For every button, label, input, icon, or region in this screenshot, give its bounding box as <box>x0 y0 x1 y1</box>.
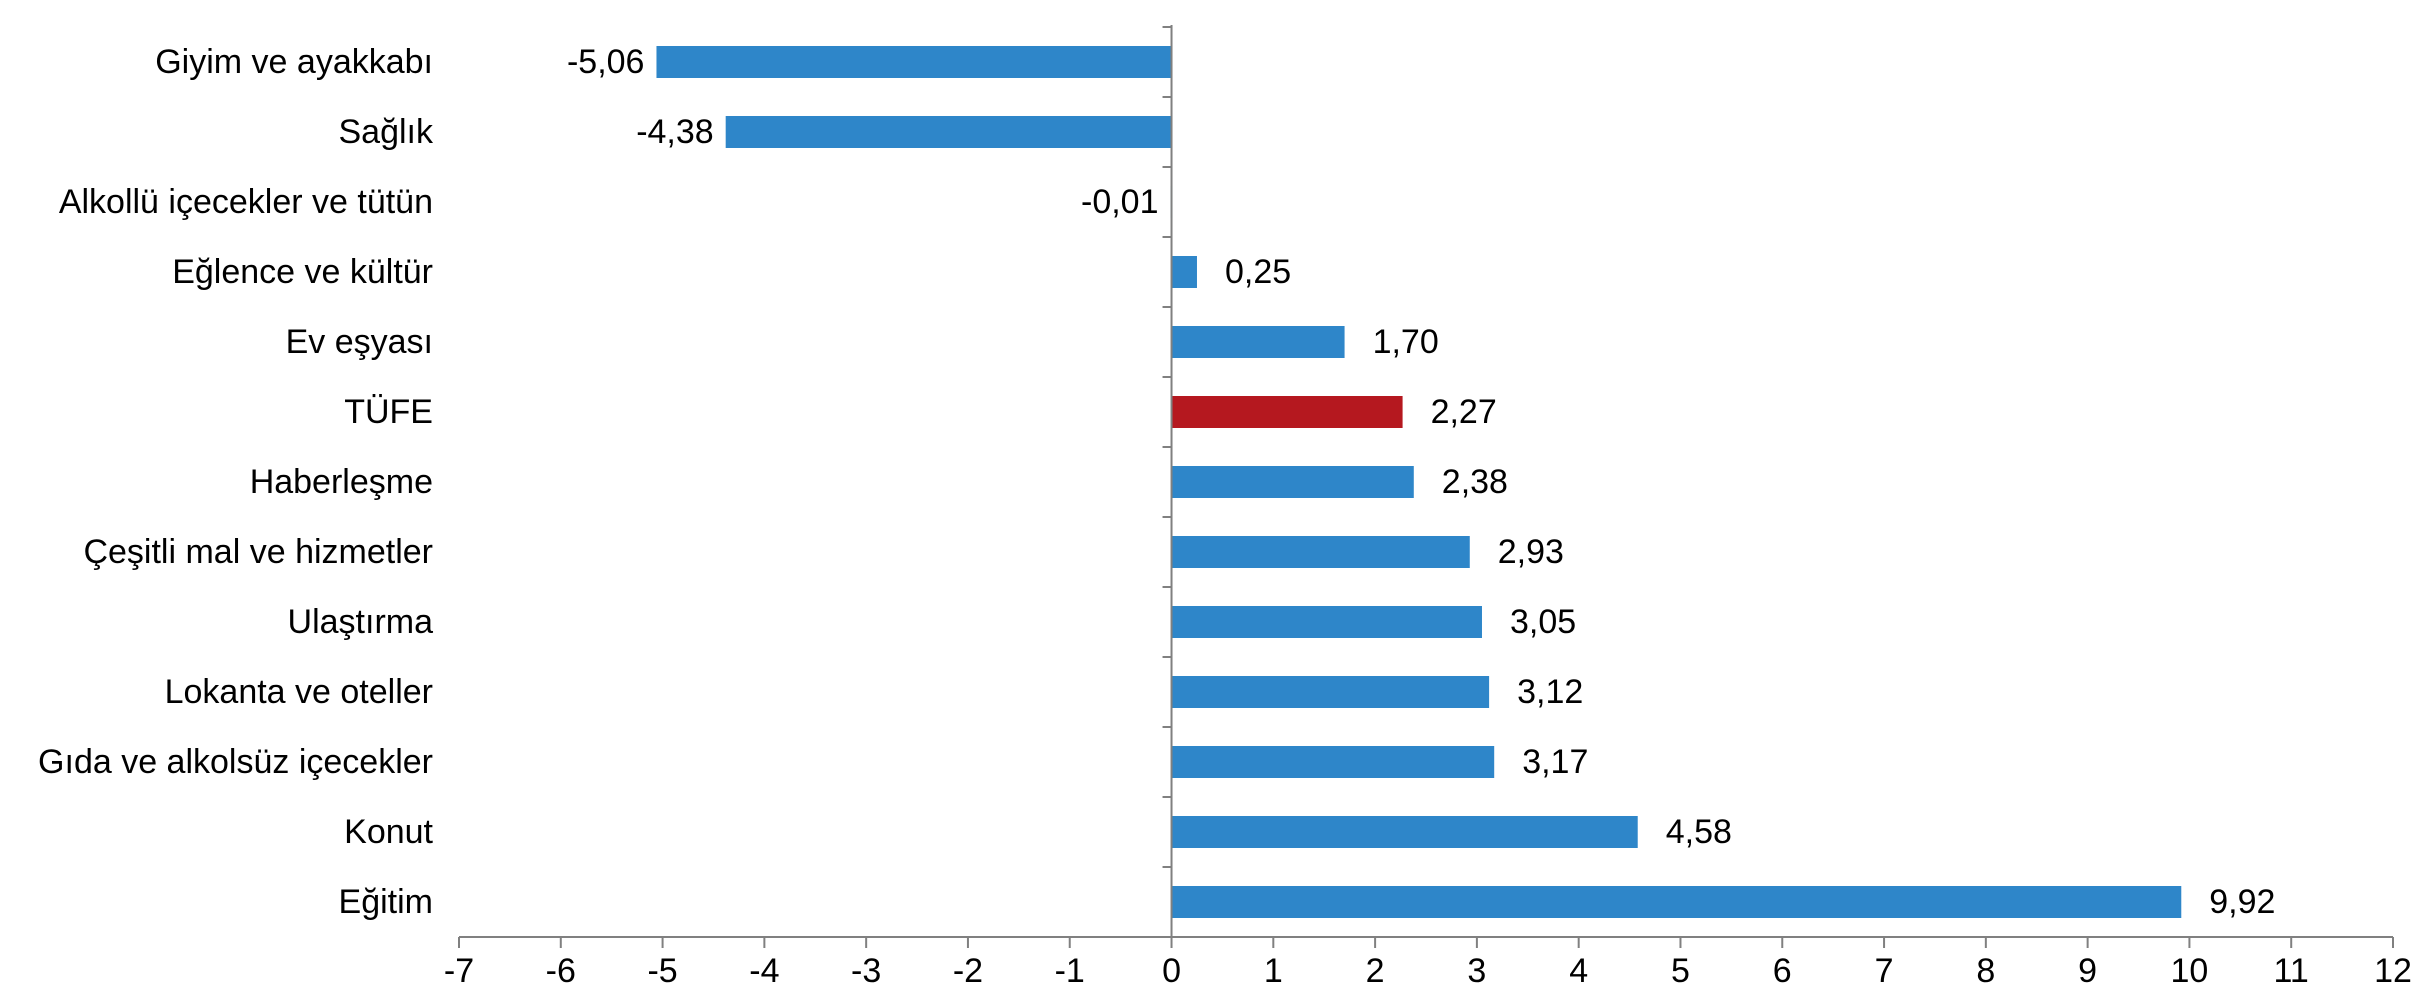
x-tick-label: 8 <box>1976 952 1995 990</box>
bars-layer <box>656 46 2182 918</box>
axis-layer <box>458 25 2394 948</box>
x-tick-label: -7 <box>444 952 474 990</box>
category-label: Gıda ve alkolsüz içecekler <box>38 743 433 781</box>
value-label: 3,12 <box>1517 673 1583 711</box>
category-label: Ev eşyası <box>286 323 433 361</box>
bar <box>725 116 1172 148</box>
x-tick-label: -6 <box>546 952 576 990</box>
labels-layer: Giyim ve ayakkabı -5,06 Sağlık -4,38 Alkollü… <box>38 43 2412 990</box>
bar <box>1171 676 1490 708</box>
bar <box>1171 606 1482 638</box>
x-tick-label: 2 <box>1366 952 1385 990</box>
category-label: Alkollü içecekler ve tütün <box>59 183 433 221</box>
category-label: Konut <box>344 813 433 851</box>
value-label: -5,06 <box>567 43 645 81</box>
x-tick-label: -3 <box>851 952 881 990</box>
x-tick-label: -5 <box>647 952 677 990</box>
x-tick-label: 10 <box>2171 952 2209 990</box>
x-tick-label: 1 <box>1264 952 1283 990</box>
bar <box>1171 746 1495 778</box>
bar <box>1171 256 1197 288</box>
x-tick-label: -4 <box>749 952 779 990</box>
x-tick-label: 7 <box>1875 952 1894 990</box>
x-tick-label: 9 <box>2078 952 2097 990</box>
value-label: 1,70 <box>1373 323 1439 361</box>
value-label: 9,92 <box>2209 883 2275 921</box>
x-tick-label: 0 <box>1162 952 1181 990</box>
category-label: Eğlence ve kültür <box>172 253 433 291</box>
bar <box>1171 816 1638 848</box>
bar <box>1171 536 1470 568</box>
x-tick-label: -2 <box>953 952 983 990</box>
bar <box>656 46 1172 78</box>
category-label: Lokanta ve oteller <box>165 673 433 711</box>
value-label: 3,17 <box>1522 743 1588 781</box>
x-tick-label: 12 <box>2374 952 2412 990</box>
category-label: Haberleşme <box>250 463 433 501</box>
category-label: Sağlık <box>339 113 434 151</box>
value-label: -4,38 <box>636 113 714 151</box>
x-tick-label: 11 <box>2274 952 2309 990</box>
value-label: 3,05 <box>1510 603 1576 641</box>
x-tick-label: 4 <box>1569 952 1588 990</box>
value-label: 0,25 <box>1225 253 1291 291</box>
category-label: Çeşitli mal ve hizmetler <box>83 533 433 571</box>
bar-highlight <box>1171 396 1403 428</box>
bar <box>1171 466 1414 498</box>
bar <box>1171 326 1345 358</box>
category-label: Giyim ve ayakkabı <box>155 43 433 81</box>
category-label: TÜFE <box>344 393 433 431</box>
value-label: 2,38 <box>1442 463 1508 501</box>
x-tick-label: 3 <box>1467 952 1486 990</box>
category-label: Ulaştırma <box>288 603 434 641</box>
value-label: -0,01 <box>1081 183 1159 221</box>
x-tick-label: 5 <box>1671 952 1690 990</box>
bar <box>1171 886 2182 918</box>
value-label: 2,27 <box>1431 393 1497 431</box>
category-label: Eğitim <box>339 883 433 921</box>
x-tick-label: 6 <box>1773 952 1792 990</box>
value-label: 2,93 <box>1498 533 1564 571</box>
x-tick-label: -1 <box>1055 952 1085 990</box>
value-label: 4,58 <box>1666 813 1732 851</box>
